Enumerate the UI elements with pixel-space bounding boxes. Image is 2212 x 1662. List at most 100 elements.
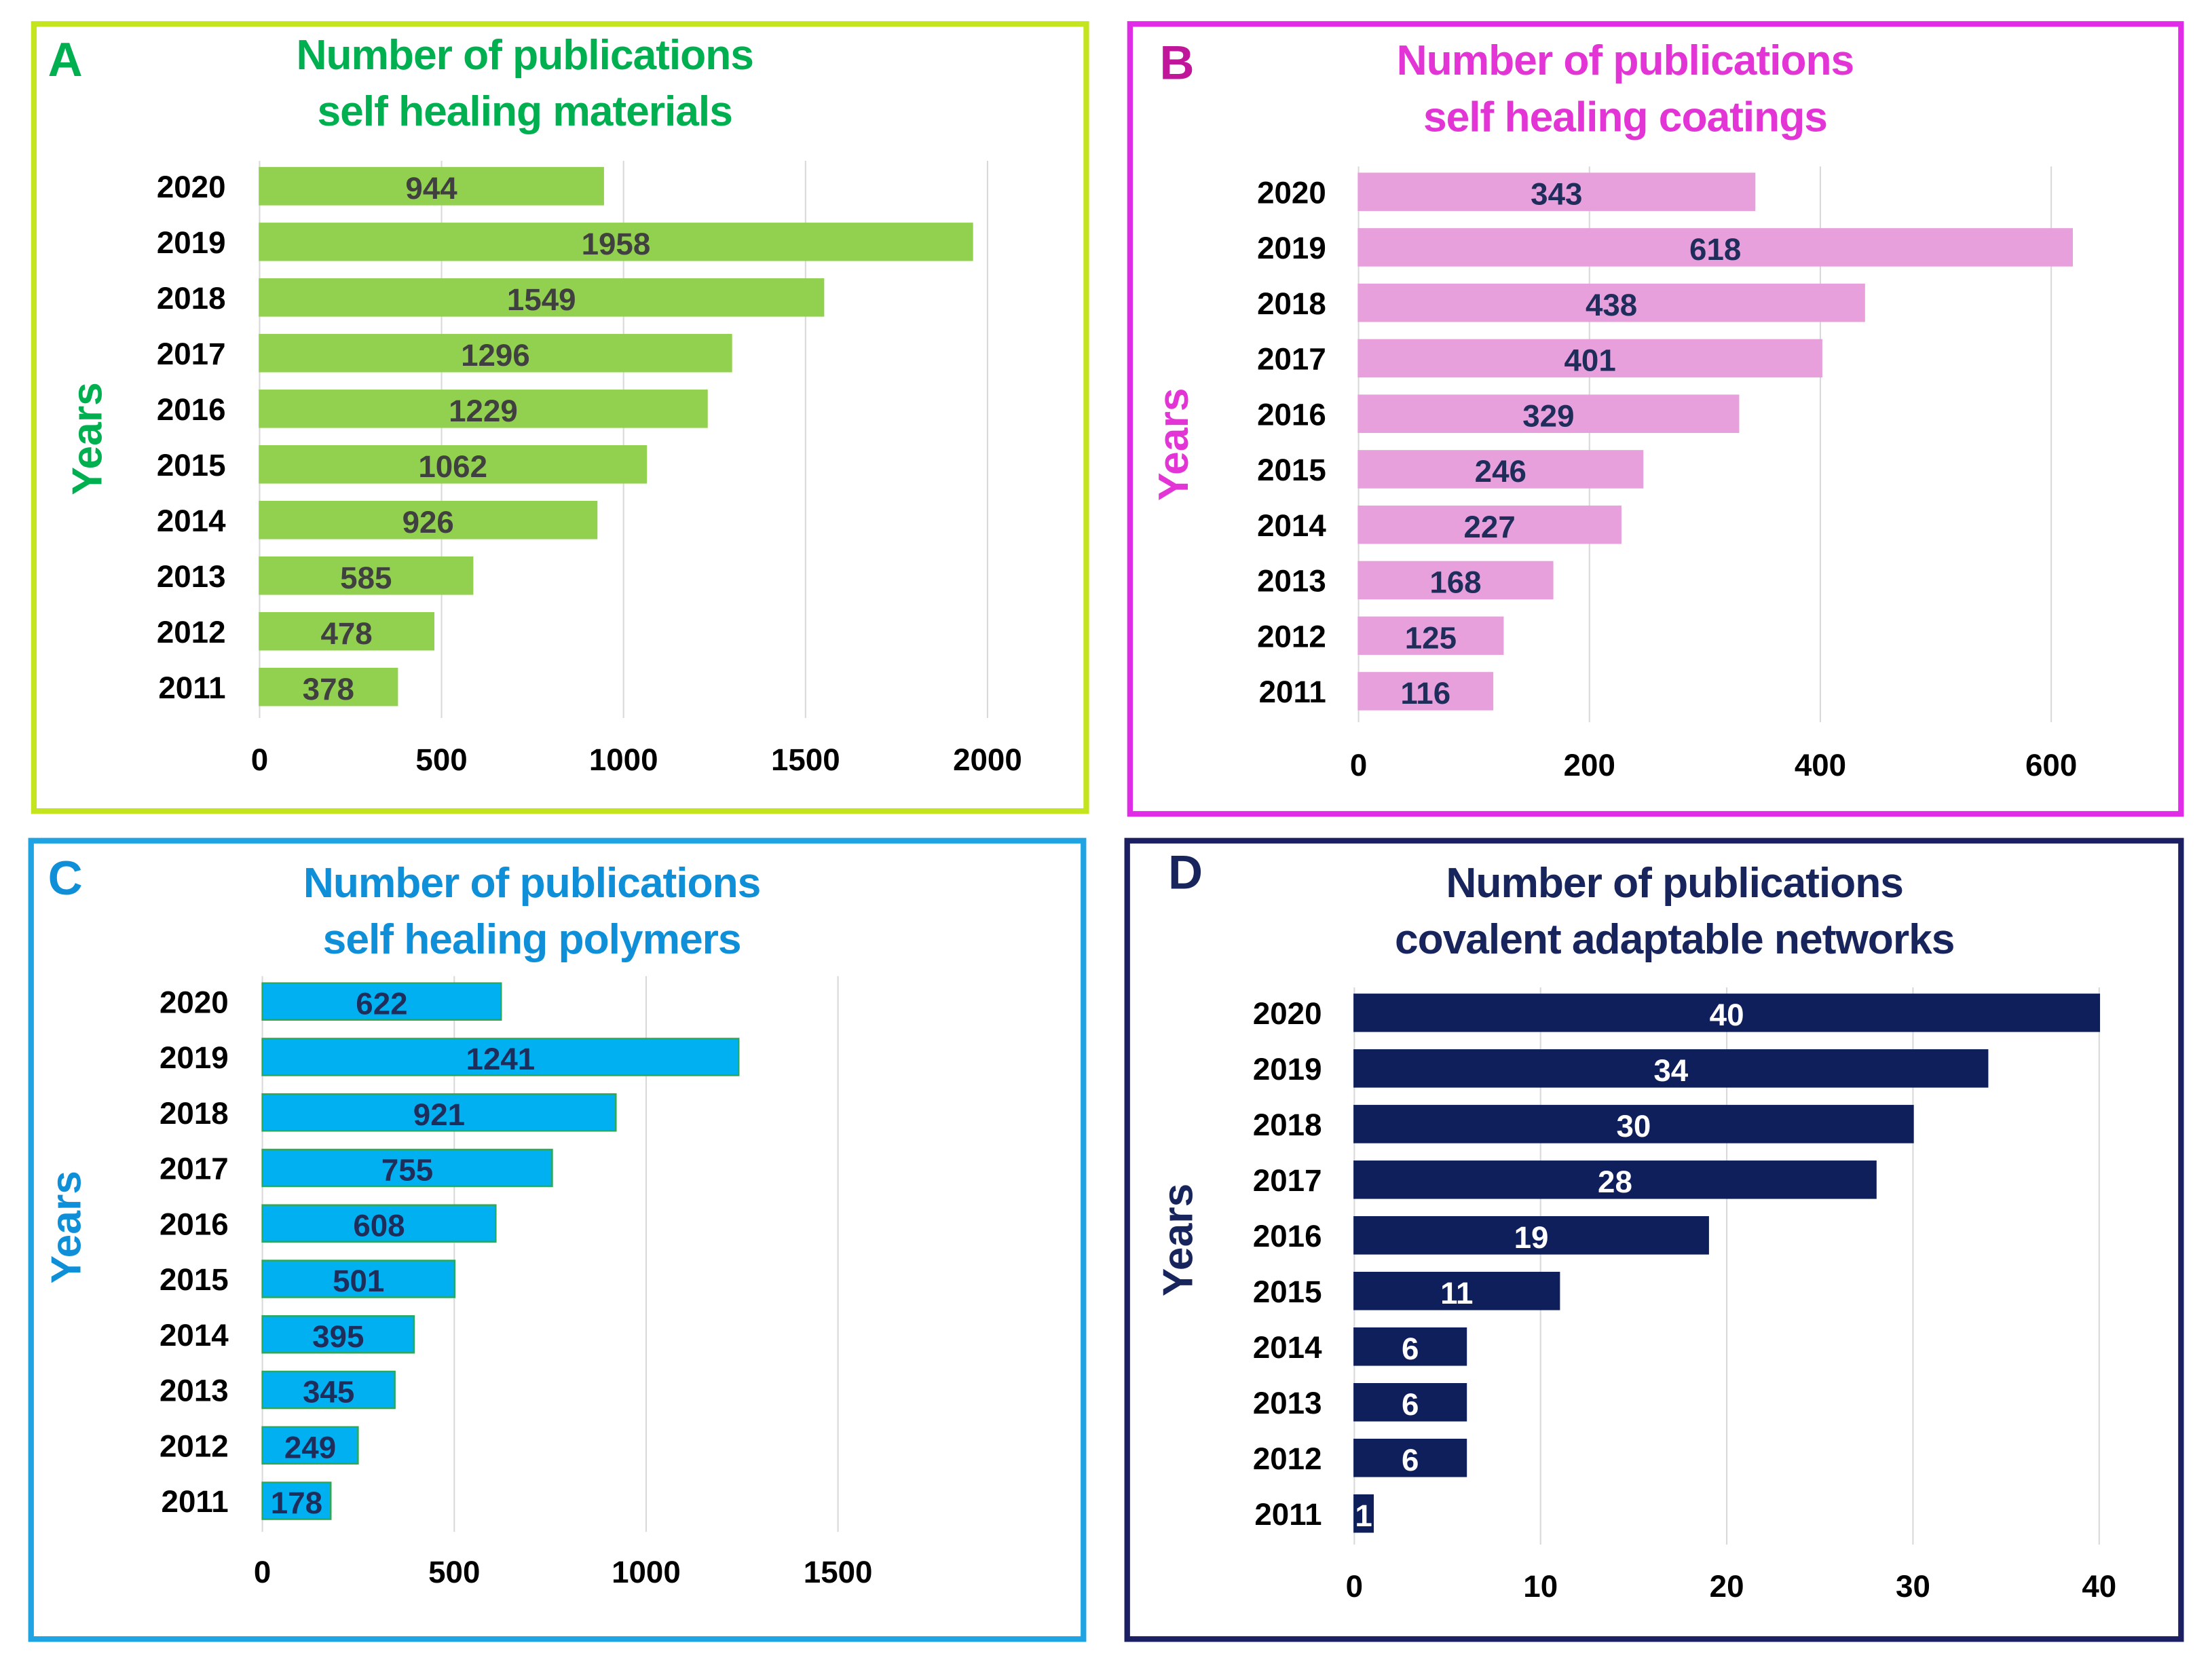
chart-title-line: self healing materials <box>317 88 733 136</box>
y-tick-label: 2017 <box>1257 342 1326 377</box>
panel-letter: B <box>1159 37 1195 91</box>
y-tick-label: 2012 <box>1257 619 1326 654</box>
y-tick-label: 2020 <box>1257 175 1326 210</box>
bar <box>1353 1327 1467 1366</box>
y-tick-label: 2012 <box>1253 1441 1322 1476</box>
bar <box>261 1038 740 1076</box>
panel-letter: A <box>48 33 83 88</box>
chart-panel-c <box>28 837 1087 1642</box>
x-tick-label: 30 <box>1896 1569 1930 1604</box>
bar <box>1357 283 1865 322</box>
data-label: 438 <box>1586 288 1637 322</box>
data-label: 1062 <box>418 449 487 484</box>
x-tick-label: 600 <box>2025 748 2077 782</box>
bar <box>259 445 648 484</box>
bar <box>1357 172 1756 211</box>
bar <box>1357 672 1494 711</box>
x-tick-label: 0 <box>1350 748 1367 782</box>
data-label: 501 <box>333 1264 384 1298</box>
data-label: 227 <box>1464 510 1516 544</box>
y-tick-label: 2011 <box>158 671 225 705</box>
x-tick-label: 0 <box>251 742 268 777</box>
y-tick-label: 2016 <box>157 392 226 427</box>
bar <box>1357 616 1504 655</box>
bar <box>259 501 598 540</box>
bar <box>259 223 973 261</box>
bar <box>259 667 398 706</box>
y-tick-label: 2019 <box>160 1040 229 1075</box>
data-label: 345 <box>303 1375 354 1410</box>
y-tick-label: 2014 <box>1253 1330 1322 1365</box>
data-label: 178 <box>271 1486 322 1520</box>
x-tick-label: 500 <box>428 1555 480 1589</box>
chart-title-line: self healing coatings <box>1423 94 1828 141</box>
panel-letter: D <box>1167 846 1203 901</box>
bar <box>259 556 474 595</box>
x-tick-label: 1500 <box>804 1555 873 1589</box>
bar <box>261 1204 497 1243</box>
data-label: 329 <box>1522 398 1574 433</box>
bar <box>261 1148 553 1188</box>
y-tick-label: 2012 <box>160 1429 229 1463</box>
data-label: 395 <box>312 1319 364 1354</box>
chart-panel-b <box>1127 21 2184 817</box>
bar <box>1353 1382 1467 1422</box>
data-label: 478 <box>320 616 372 651</box>
data-label: 6 <box>1402 1332 1419 1366</box>
bar <box>261 1426 359 1465</box>
y-tick-label: 2011 <box>162 1484 229 1519</box>
chart-title-line: Number of publications <box>1446 860 1904 907</box>
y-tick-label: 2016 <box>160 1207 229 1241</box>
bar <box>261 982 502 1021</box>
y-tick-label: 2020 <box>157 170 226 204</box>
data-label: 6 <box>1402 1387 1419 1422</box>
y-tick-label: 2014 <box>157 504 226 538</box>
data-label: 944 <box>405 171 457 206</box>
y-tick-label: 2013 <box>1253 1386 1322 1420</box>
bar <box>1353 1160 1877 1199</box>
data-label: 30 <box>1616 1109 1651 1144</box>
bar <box>1353 994 2101 1032</box>
chart-title-line: Number of publications <box>1396 38 1855 85</box>
y-tick-label: 2015 <box>157 448 226 483</box>
y-tick-label: 2013 <box>160 1374 229 1408</box>
bar <box>261 1370 396 1410</box>
y-tick-label: 2019 <box>1257 231 1326 265</box>
x-tick-label: 1500 <box>771 742 840 777</box>
data-label: 1241 <box>466 1042 536 1076</box>
x-tick-label: 20 <box>1710 1569 1744 1604</box>
data-label: 755 <box>381 1153 433 1188</box>
data-label: 378 <box>303 672 354 706</box>
data-label: 19 <box>1514 1220 1549 1255</box>
chart-title: Number of publications covalent adaptable… <box>1308 856 2042 969</box>
y-tick-label: 2016 <box>1253 1219 1322 1253</box>
data-label: 125 <box>1405 620 1457 655</box>
bar <box>1353 1272 1560 1310</box>
panel-letter: C <box>48 852 83 906</box>
y-tick-label: 2017 <box>157 337 226 371</box>
data-label: 926 <box>402 505 454 540</box>
x-tick-label: 0 <box>254 1555 271 1589</box>
y-tick-label: 2014 <box>1257 508 1326 543</box>
x-tick-label: 0 <box>1346 1569 1363 1604</box>
y-tick-label: 2018 <box>1253 1108 1322 1142</box>
data-label: 921 <box>413 1097 465 1132</box>
bar <box>1357 394 1740 433</box>
bar <box>261 1315 415 1354</box>
x-tick-label: 1000 <box>612 1555 681 1589</box>
bar <box>1353 1438 1467 1477</box>
data-label: 608 <box>353 1208 405 1243</box>
y-tick-label: 2015 <box>160 1262 229 1297</box>
data-label: 618 <box>1689 232 1741 267</box>
y-tick-label: 2020 <box>160 985 229 1019</box>
bar <box>259 278 825 317</box>
bar <box>1357 339 1822 378</box>
data-label: 246 <box>1475 454 1526 489</box>
bar <box>261 1481 332 1520</box>
data-label: 343 <box>1531 176 1582 211</box>
y-tick-label: 2011 <box>1259 675 1326 709</box>
